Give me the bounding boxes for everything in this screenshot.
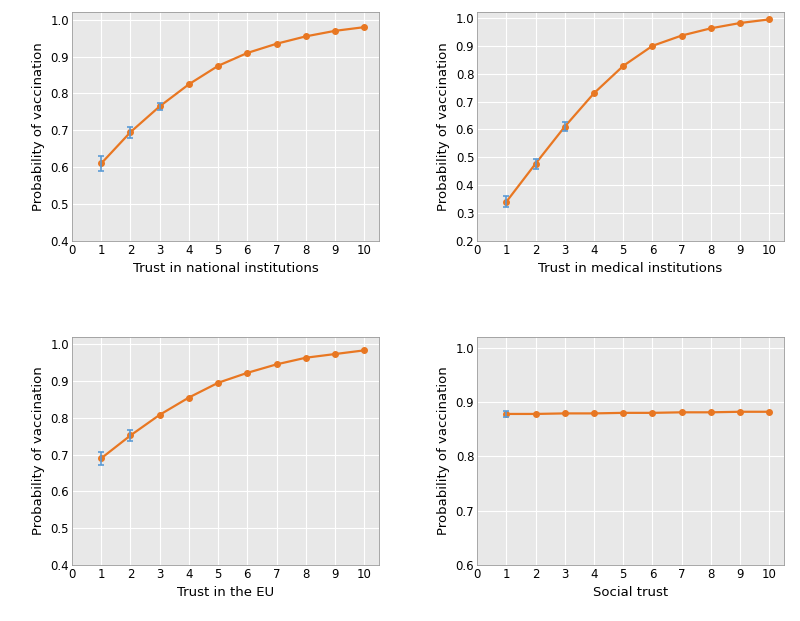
X-axis label: Trust in medical institutions: Trust in medical institutions — [538, 262, 722, 275]
Y-axis label: Probability of vaccination: Probability of vaccination — [32, 366, 45, 535]
Y-axis label: Probability of vaccination: Probability of vaccination — [32, 42, 45, 211]
Y-axis label: Probability of vaccination: Probability of vaccination — [437, 366, 450, 535]
X-axis label: Social trust: Social trust — [593, 586, 668, 599]
X-axis label: Trust in the EU: Trust in the EU — [177, 586, 274, 599]
Y-axis label: Probability of vaccination: Probability of vaccination — [437, 42, 450, 211]
X-axis label: Trust in national institutions: Trust in national institutions — [133, 262, 318, 275]
